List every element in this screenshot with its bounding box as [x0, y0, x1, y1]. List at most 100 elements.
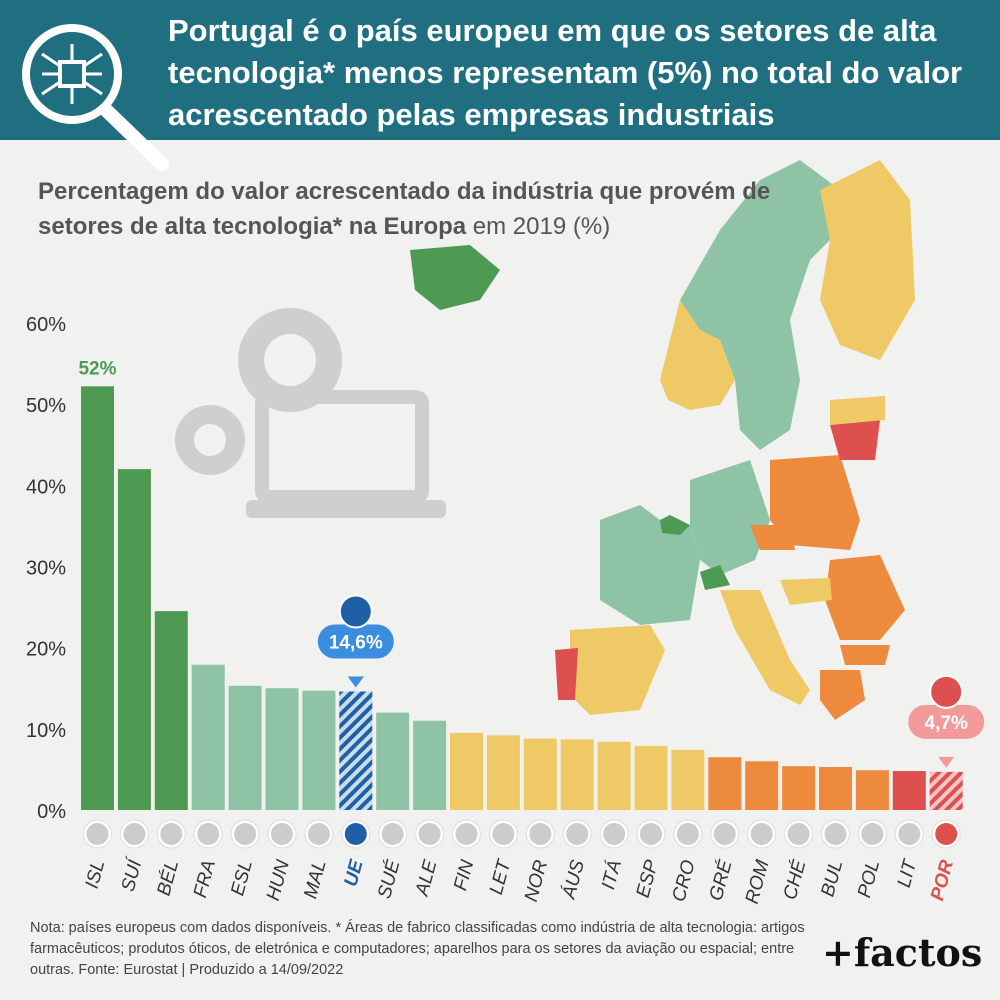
bar	[782, 766, 816, 810]
technology-illustration	[175, 308, 446, 518]
bars	[81, 386, 963, 810]
callout-pointer	[938, 756, 955, 768]
x-tick-label: POR	[927, 858, 958, 903]
flag-icon	[824, 823, 847, 845]
bar	[81, 386, 114, 810]
bar	[154, 611, 188, 810]
x-tick-label: GRÉ	[706, 858, 737, 904]
flag-icon	[234, 823, 257, 845]
x-tick-label: FRA	[190, 858, 220, 900]
y-tick-label: 0%	[37, 801, 66, 823]
bar	[745, 761, 779, 810]
callout-bubble	[908, 704, 985, 739]
bar	[597, 741, 631, 810]
europe-map	[410, 160, 915, 720]
bar	[819, 766, 852, 810]
x-tick-label: BÉL	[154, 858, 184, 898]
x-tick-label: ITÁ	[598, 858, 626, 892]
flags	[83, 819, 961, 849]
flag-icon	[418, 823, 441, 845]
x-tick-label: SUÉ	[374, 858, 404, 901]
bar	[560, 739, 594, 810]
flag-icon	[338, 594, 373, 629]
flag-icon	[381, 823, 404, 845]
x-tick-label: ESP	[633, 858, 663, 900]
y-tick-label: 20%	[26, 639, 66, 661]
callout-bubble	[317, 624, 394, 659]
flag-icon	[566, 823, 589, 845]
flag-icon	[929, 674, 964, 709]
x-tick-label: UE	[341, 857, 368, 889]
x-tick-label: ESL	[227, 858, 257, 898]
bar	[671, 749, 705, 810]
flag-icon	[529, 823, 552, 845]
flag-icon	[492, 823, 515, 845]
bar	[413, 720, 447, 810]
bar	[228, 685, 262, 810]
flag-icon	[307, 823, 330, 845]
bar	[191, 664, 225, 810]
header-banner: Portugal é o país europeu em que os seto…	[0, 0, 1000, 171]
flag-icon	[935, 823, 958, 845]
x-tick-label: ÁUS	[558, 858, 589, 902]
bar	[523, 738, 557, 810]
bar	[117, 469, 151, 810]
bar	[486, 735, 520, 810]
x-tick-label: POL	[854, 858, 884, 900]
x-tick-label: BUL	[817, 858, 847, 899]
bar	[892, 771, 926, 810]
flag-icon	[713, 823, 736, 845]
x-tick-label: ALE	[412, 858, 442, 899]
x-tick-label: ROM	[742, 858, 774, 906]
x-tick-label: HUN	[263, 858, 294, 903]
y-tick-label: 50%	[26, 395, 66, 417]
bar	[929, 771, 963, 810]
flag-icon	[676, 823, 699, 845]
bar	[265, 688, 299, 810]
chart-subtitle: Percentagem do valor acrescentado da ind…	[38, 174, 778, 244]
flag-icon	[898, 823, 921, 845]
flag-icon	[123, 823, 146, 845]
callout-pointer	[347, 676, 364, 688]
x-tick-label: ISL	[82, 858, 110, 891]
magnifier-chip-icon	[22, 24, 169, 171]
data-label: 4,7%	[925, 713, 968, 734]
flag-icon	[750, 823, 773, 845]
subtitle-regular: em 2019 (%)	[466, 213, 611, 240]
data-label: 52%	[78, 358, 116, 379]
flag-icon	[787, 823, 810, 845]
bar	[708, 757, 742, 810]
bar	[855, 770, 889, 810]
flag-icon	[271, 823, 293, 845]
x-tick-label: MAL	[300, 858, 330, 901]
bar	[302, 690, 336, 810]
x-tick-label: CRO	[669, 858, 700, 904]
footnote: Nota: países europeus com dados disponív…	[30, 920, 805, 978]
flag-icon	[603, 823, 626, 845]
flag-icon	[344, 823, 367, 845]
flag-icon	[640, 823, 662, 845]
x-tick-label: LIT	[894, 857, 922, 890]
y-tick-label: 60%	[26, 314, 66, 336]
subtitle-bold: Percentagem do valor acrescentado da ind…	[38, 178, 771, 240]
x-tick-label: LET	[486, 857, 516, 897]
page-title: Portugal é o país europeu em que os seto…	[168, 13, 963, 132]
flag-icon	[86, 823, 109, 845]
flag-icon	[455, 823, 478, 845]
x-tick-label: SUÍ	[118, 855, 147, 894]
annotations: 52% 14,6% 4,7%	[78, 358, 985, 768]
x-axis-labels: ISL SUÍ BÉL FRA ESL HUN MAL UE SUÉ ALE FIN LET NOR ÁU…	[82, 855, 958, 906]
bar	[376, 712, 410, 810]
y-tick-label: 10%	[26, 720, 66, 742]
y-tick-label: 30%	[26, 558, 66, 580]
flag-icon	[160, 823, 183, 845]
flag-icon	[861, 823, 884, 845]
x-tick-label: FIN	[450, 858, 478, 893]
y-tick-label: 40%	[26, 476, 66, 498]
brand-logo: +factos	[822, 930, 983, 975]
bar	[339, 691, 373, 810]
data-label: 14,6%	[329, 632, 383, 653]
y-axis: 0% 10% 20% 30% 40% 50% 60%	[26, 314, 66, 823]
bar	[634, 745, 668, 810]
